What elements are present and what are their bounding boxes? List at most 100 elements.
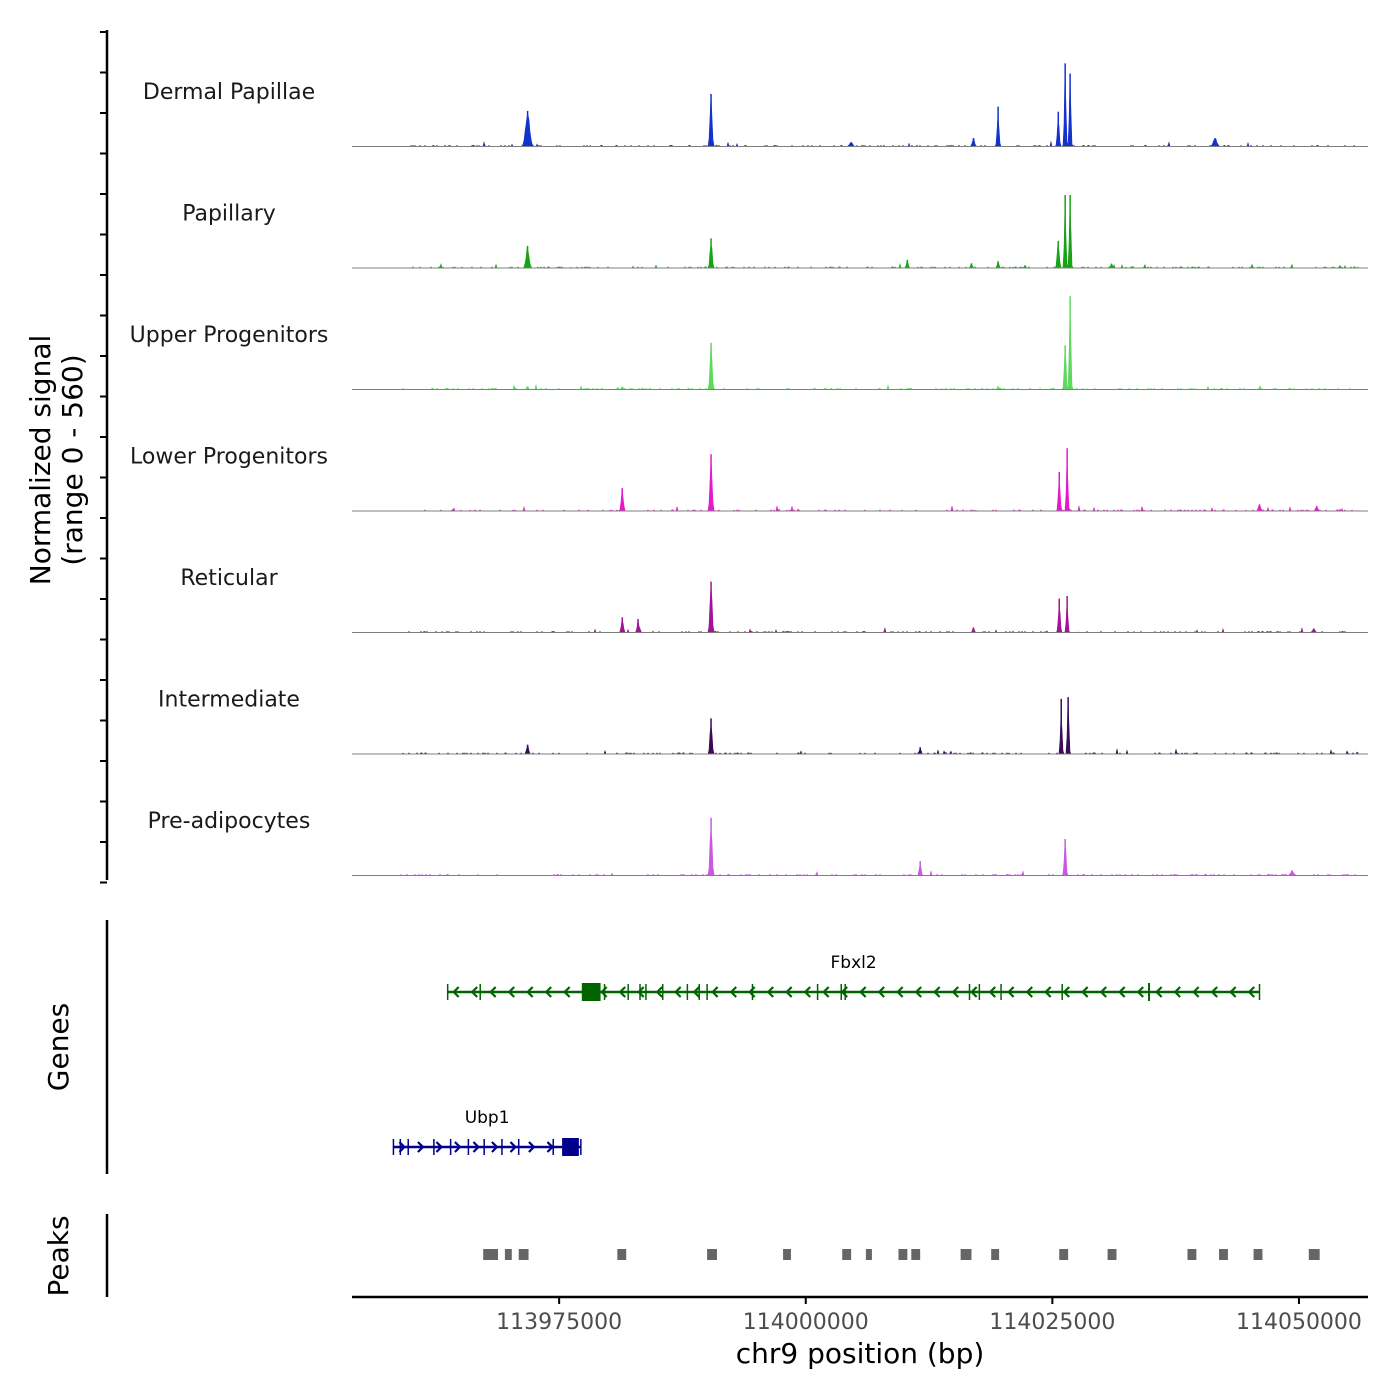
peak-region <box>518 1249 529 1260</box>
coverage-track: Upper Progenitors <box>130 296 1368 391</box>
strand-chevron <box>454 1141 462 1153</box>
strand-chevron <box>896 986 904 998</box>
peak-region <box>1107 1249 1117 1260</box>
strand-chevron <box>489 986 497 998</box>
signal-area <box>400 584 1359 634</box>
strand-chevron <box>1044 986 1052 998</box>
strand-chevron <box>1007 986 1015 998</box>
strand-chevron <box>1025 986 1033 998</box>
strand-chevron <box>452 986 460 998</box>
peak-region <box>707 1249 717 1260</box>
strand-chevron <box>435 1141 443 1153</box>
signal-area <box>400 700 1359 755</box>
strand-chevron <box>398 1141 406 1153</box>
peak-regions <box>483 1249 1320 1260</box>
strand-chevron <box>1062 986 1070 998</box>
y-axis-title-line1: Normalized signal <box>24 335 57 586</box>
strand-chevron <box>472 1141 480 1153</box>
peak-region <box>898 1249 908 1260</box>
strand-chevron <box>528 1141 536 1153</box>
peak-region <box>483 1249 498 1260</box>
strand-chevron <box>1192 986 1200 998</box>
strand-chevron <box>618 986 626 998</box>
peak-region <box>1187 1249 1197 1260</box>
strand-chevron <box>692 986 700 998</box>
coverage-track: Dermal Papillae <box>143 63 1368 147</box>
strand-chevron <box>674 986 682 998</box>
coverage-track: Lower Progenitors <box>130 445 1368 512</box>
strand-chevron <box>1118 986 1126 998</box>
gene-model: Fbxl2 <box>446 953 1261 1001</box>
strand-chevron <box>1099 986 1107 998</box>
strand-chevron <box>491 1141 499 1153</box>
peaks-panel: Peaks <box>42 1214 1320 1297</box>
strand-chevron <box>822 986 830 998</box>
strand-chevron <box>711 986 719 998</box>
track-label: Lower Progenitors <box>130 445 328 470</box>
x-tick-label: 114050000 <box>1236 1310 1362 1335</box>
peak-region <box>911 1249 921 1260</box>
x-axis-title: chr9 position (bp) <box>736 1337 985 1370</box>
track-label: Pre-adipocytes <box>148 809 311 834</box>
exon-block <box>562 1138 579 1156</box>
genes-panel-label: Genes <box>42 1003 75 1091</box>
strand-chevron <box>509 1141 517 1153</box>
strand-chevron <box>1155 986 1163 998</box>
strand-chevron <box>1081 986 1089 998</box>
exon-block <box>1148 983 1151 1001</box>
strand-chevron <box>1229 986 1237 998</box>
strand-chevron <box>1247 986 1255 998</box>
coverage-tracks: Dermal Papillae Papillary Upper Progenitor… <box>130 63 1368 876</box>
x-tick-label: 114025000 <box>989 1310 1115 1335</box>
peak-region <box>842 1249 852 1260</box>
strand-chevron <box>951 986 959 998</box>
coverage-track: Pre-adipocytes <box>148 809 1368 876</box>
strand-chevron <box>970 986 978 998</box>
genes-panel: Genes Fbxl2 Ubp1 <box>42 920 1261 1174</box>
exon-block <box>581 983 601 1001</box>
signal-area <box>400 70 1359 147</box>
strand-chevron <box>766 986 774 998</box>
peak-region <box>1308 1249 1320 1260</box>
peaks-panel-label: Peaks <box>42 1215 75 1296</box>
peak-region <box>960 1249 972 1260</box>
strand-chevron <box>563 986 571 998</box>
y-axis-title-line2: (range 0 - 560) <box>56 354 89 565</box>
track-label: Papillary <box>182 202 276 227</box>
gene-name-label: Ubp1 <box>465 1108 510 1128</box>
strand-chevron <box>914 986 922 998</box>
strand-chevron <box>785 986 793 998</box>
peak-region <box>1253 1249 1263 1260</box>
strand-chevron <box>1173 986 1181 998</box>
coverage-y-ticks <box>100 31 107 884</box>
strand-chevron <box>859 986 867 998</box>
peak-region <box>1219 1249 1228 1260</box>
signal-area <box>400 313 1359 391</box>
strand-chevron <box>877 986 885 998</box>
track-label: Upper Progenitors <box>130 323 329 348</box>
gene-name-label: Fbxl2 <box>831 953 877 973</box>
peak-region <box>991 1249 1000 1260</box>
x-tick-label: 113975000 <box>496 1310 622 1335</box>
strand-chevron <box>546 1141 554 1153</box>
strand-chevron <box>1210 986 1218 998</box>
strand-chevron <box>470 986 478 998</box>
strand-chevron <box>933 986 941 998</box>
gene-models: Fbxl2 Ubp1 <box>392 953 1261 1156</box>
peak-region <box>504 1249 512 1260</box>
strand-chevron <box>637 986 645 998</box>
peak-region <box>617 1249 627 1260</box>
strand-chevron <box>803 986 811 998</box>
track-label: Intermediate <box>158 688 300 713</box>
strand-chevron <box>655 986 663 998</box>
track-label: Dermal Papillae <box>143 80 315 105</box>
track-label: Reticular <box>180 566 278 591</box>
strand-chevron <box>988 986 996 998</box>
peak-region <box>783 1249 791 1260</box>
strand-chevron <box>1136 986 1144 998</box>
strand-chevron <box>729 986 737 998</box>
coverage-panel: Normalized signal (range 0 - 560) Dermal… <box>24 30 1368 884</box>
x-axis: 113975000 114000000 114025000 114050000 chr… <box>352 1295 1368 1370</box>
signal-area <box>400 457 1359 512</box>
peak-region <box>1059 1249 1069 1260</box>
